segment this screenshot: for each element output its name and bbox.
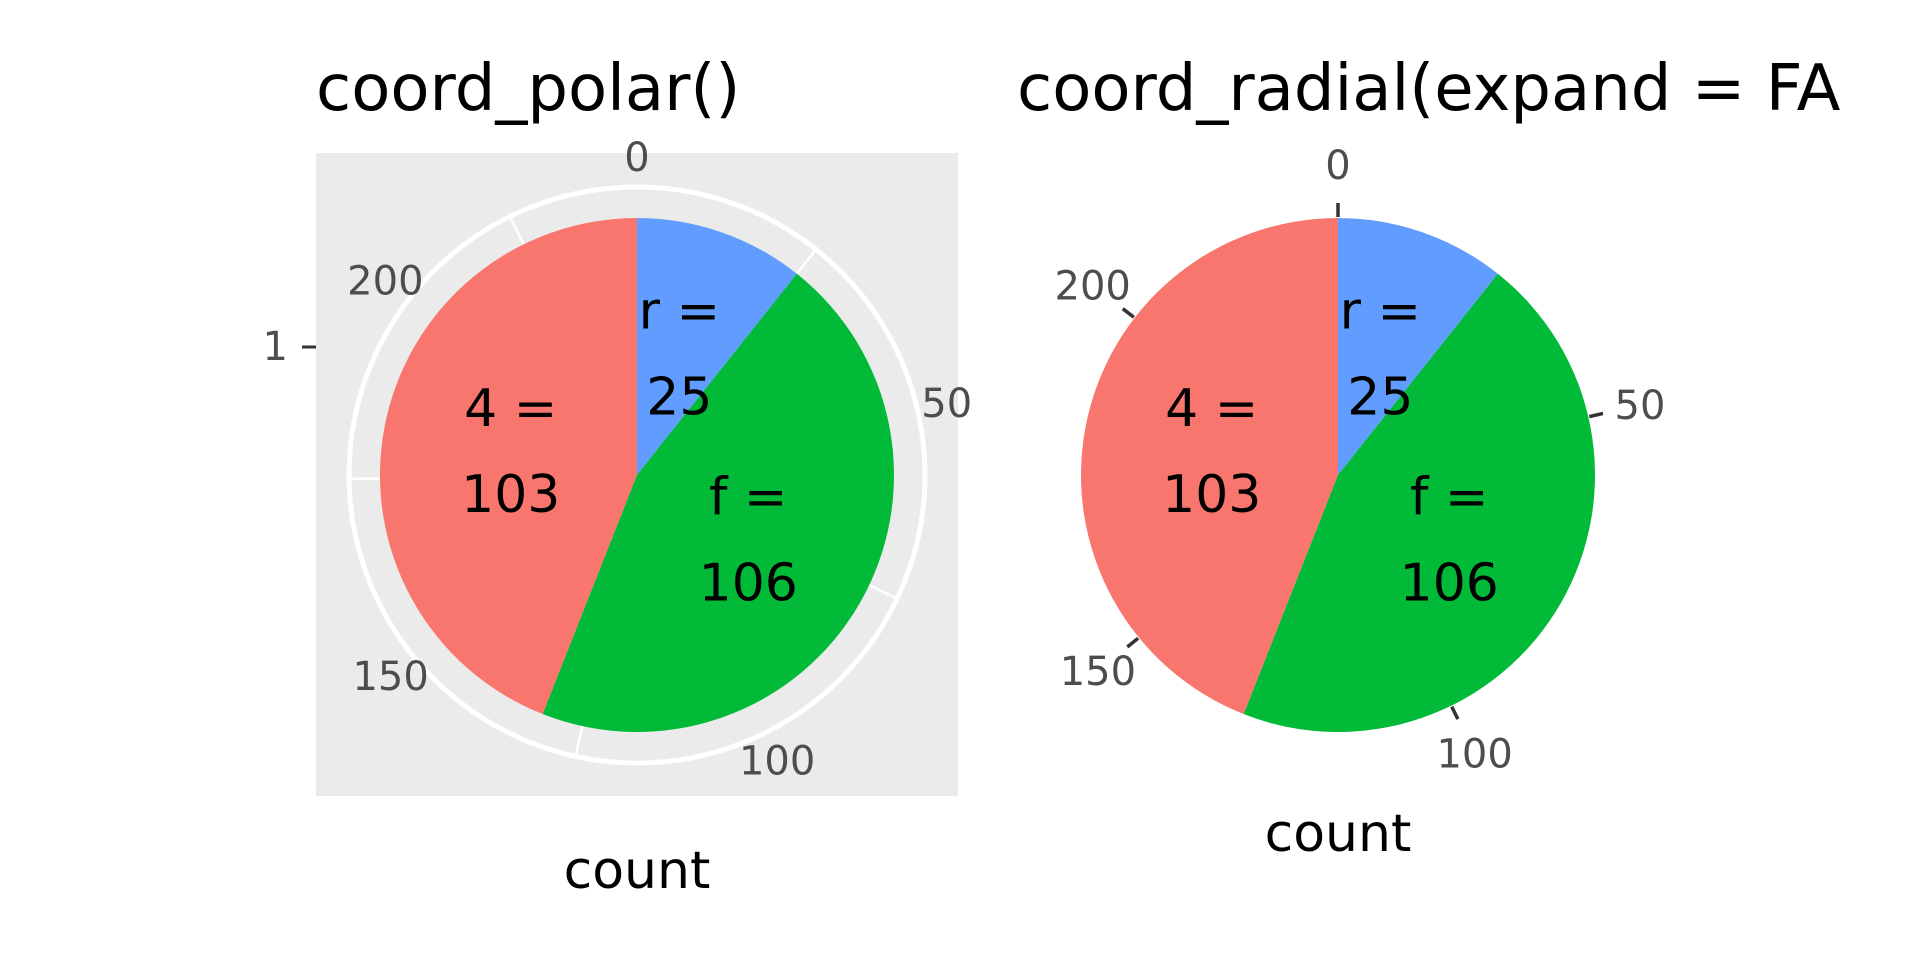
polar-x-axis-title: count [564,841,711,901]
radial-theta-tick-mark [1123,309,1134,318]
radial-theta-tick-mark [1589,413,1603,416]
radial-theta-tick-mark [1127,638,1138,647]
polar-slices [380,218,894,732]
radial-theta-tick-label: 0 [1325,143,1350,189]
radial-theta-tick-label: 50 [1615,383,1666,429]
radial-theta-tick-mark [1452,707,1458,720]
polar-theta-tick-label: 50 [921,381,972,427]
radial-slices [1081,218,1595,732]
radial-chart-title: coord_radial(expand = FA [1017,52,1841,126]
radial-x-axis-title: count [1265,804,1412,864]
polar-y-tick-label: 1 [263,324,288,370]
radial-theta-tick-label: 100 [1436,731,1512,777]
polar-theta-tick-label: 150 [352,654,428,700]
radial-theta-tick-label: 150 [1060,649,1136,695]
polar-chart-title: coord_polar() [316,52,740,126]
polar-theta-tick-label: 200 [347,259,423,305]
polar-theta-tick-label: 100 [739,738,815,784]
radial-theta-tick-label: 200 [1055,263,1131,309]
polar-theta-tick-label: 0 [624,135,649,181]
